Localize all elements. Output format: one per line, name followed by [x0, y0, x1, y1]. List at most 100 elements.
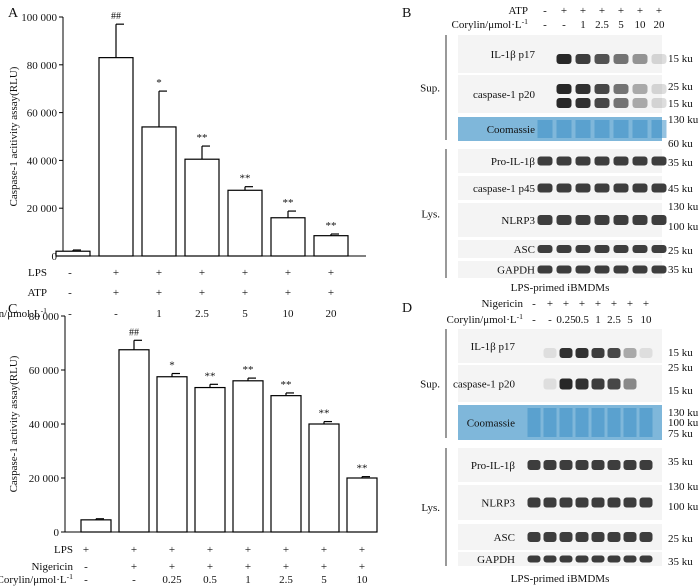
- blot-band: [556, 183, 572, 193]
- bar: [346, 477, 378, 533]
- lane-value: 20: [654, 19, 666, 31]
- blot-row-2: [458, 117, 667, 141]
- blot-label: Pro-IL-1β: [471, 460, 515, 472]
- blot-band: [613, 54, 629, 64]
- blot-band: [594, 265, 610, 274]
- blot-band: [632, 183, 648, 193]
- lys-label: Lys.: [421, 502, 440, 514]
- lane-value: 0.5: [575, 314, 589, 326]
- blot-row-1: [458, 75, 667, 113]
- blot-band: [537, 156, 553, 166]
- condition-value: +: [207, 561, 213, 573]
- blot-band: [639, 555, 653, 563]
- blot-row-3: [458, 448, 662, 482]
- condition-row-label: ATP: [27, 287, 47, 299]
- blot-band: [607, 532, 621, 542]
- coomassie-lane: [559, 408, 573, 437]
- blot-label: caspase-1 p20: [473, 89, 536, 101]
- marker-size: 15 ku: [668, 53, 693, 65]
- lane-value: 0.25: [556, 314, 576, 326]
- blot-band: [543, 348, 557, 358]
- condition-value: +: [156, 287, 162, 299]
- blot-band: [537, 245, 553, 253]
- condition-value: -: [84, 561, 88, 573]
- blot-row-0: [458, 35, 667, 73]
- condition-row-label: LPS: [54, 544, 73, 556]
- lane-value: +: [595, 298, 601, 310]
- blot-band: [632, 265, 648, 274]
- marker-size: 45 ku: [668, 183, 693, 195]
- lane-value: +: [580, 5, 586, 17]
- blot-band: [651, 265, 667, 274]
- condition-value: +: [131, 561, 137, 573]
- y-tick-label: 60 000: [27, 108, 58, 120]
- blot-band: [527, 460, 541, 470]
- condition-value: +: [328, 287, 334, 299]
- blot-band: [591, 497, 605, 508]
- blot-band: [613, 215, 629, 225]
- lane-value: -: [532, 314, 536, 326]
- blot-band: [575, 245, 591, 253]
- blot-band: [613, 84, 629, 94]
- blot-band: [639, 497, 653, 508]
- blot-band: [543, 532, 557, 542]
- lane-value: 5: [618, 19, 624, 31]
- blot-band: [594, 156, 610, 166]
- blot-label: caspase-1 p20: [453, 379, 516, 391]
- blot-header-label: Corylin/μmol·L-1: [452, 17, 529, 31]
- condition-value: +: [156, 267, 162, 279]
- blot-band: [632, 156, 648, 166]
- blot-band: [607, 555, 621, 563]
- blot-band: [591, 348, 605, 358]
- blot-row-5: [458, 203, 667, 237]
- lane-value: -: [562, 19, 566, 31]
- marker-size: 25 ku: [668, 81, 693, 93]
- blot-strip: [458, 329, 662, 363]
- blot-label: IL-1β p17: [491, 49, 536, 61]
- blot-band: [575, 84, 591, 94]
- blot-band: [527, 555, 541, 563]
- significance-mark: ##: [111, 11, 121, 22]
- condition-value: +: [131, 544, 137, 556]
- y-axis-label: Caspase-1 acitivity assay(RLU): [8, 66, 20, 206]
- condition-value: 20: [326, 308, 338, 320]
- blot-header-label: ATP: [508, 5, 528, 17]
- blot-band: [613, 183, 629, 193]
- condition-value: -: [84, 574, 88, 586]
- condition-row-label: Corylin/μmol·L-1: [0, 306, 47, 320]
- blot-label: Pro-IL-1β: [491, 156, 535, 168]
- condition-value: 0.5: [203, 574, 217, 586]
- blot-band: [527, 497, 541, 508]
- blot-band: [632, 84, 648, 94]
- lane-value: -: [548, 314, 552, 326]
- marker-size: 100 ku: [668, 417, 699, 429]
- condition-value: 5: [242, 308, 248, 320]
- blot-band: [594, 98, 610, 108]
- condition-value: +: [199, 287, 205, 299]
- marker-size: 25 ku: [668, 245, 693, 257]
- blot-label: ASC: [494, 532, 515, 544]
- blot-band: [537, 215, 553, 225]
- condition-value: 2.5: [279, 574, 293, 586]
- condition-value: +: [242, 287, 248, 299]
- blot-band: [543, 460, 557, 470]
- blot-band: [575, 497, 589, 508]
- blot-band: [613, 245, 629, 253]
- lane-value: +: [656, 5, 662, 17]
- blot-band: [575, 348, 589, 358]
- marker-size: 130 ku: [668, 407, 699, 419]
- blot-label: NLRP3: [481, 498, 515, 510]
- lane-value: 2.5: [595, 19, 609, 31]
- blot-band: [559, 497, 573, 508]
- blot-row-6: [458, 552, 662, 566]
- lane-value: -: [543, 19, 547, 31]
- marker-size: 130 ku: [668, 114, 699, 126]
- y-tick-label: 0: [52, 251, 58, 263]
- y-tick-label: 40 000: [27, 155, 58, 167]
- panel-letter-a: A: [8, 6, 19, 21]
- blot-band: [575, 460, 589, 470]
- blot-band: [613, 156, 629, 166]
- coomassie-lane: [575, 408, 589, 437]
- blot-band: [543, 497, 557, 508]
